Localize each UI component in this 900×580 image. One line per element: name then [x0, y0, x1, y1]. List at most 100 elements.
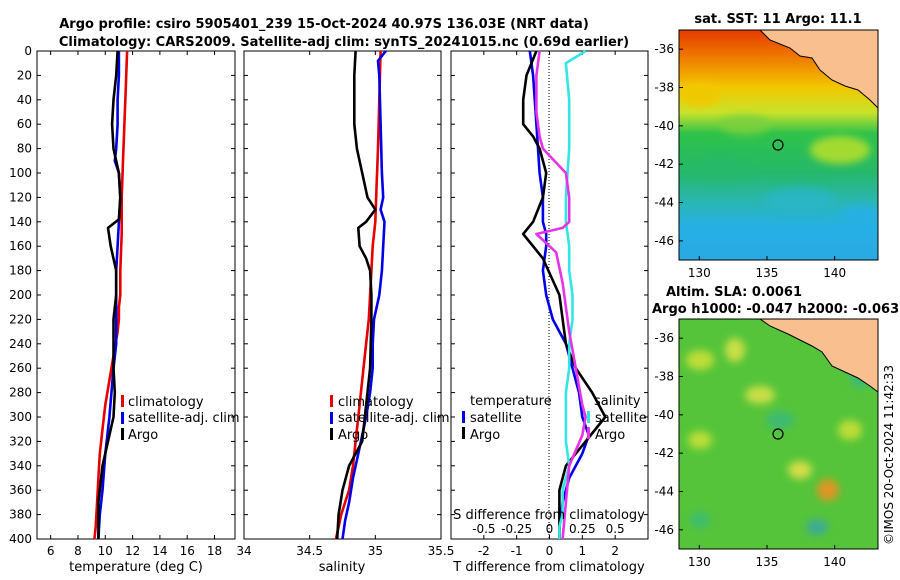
series-line-argo: [97, 50, 122, 539]
difference-legend: temperature satellite Argo salinity sate…: [462, 394, 647, 443]
y-tick-label: 220: [9, 312, 32, 326]
series-line-s-argo: [535, 50, 587, 540]
map-y-tick-label: -42: [654, 446, 674, 460]
x-tick-label: 14: [152, 544, 167, 558]
y-tick-label: 360: [9, 483, 32, 497]
x-tick-label: 10: [98, 544, 113, 558]
salinity-panel: 34 34.5 35 35.5 salinity climatology satell…: [236, 50, 455, 575]
title-line-1: Argo profile: csiro 5905401_239 15-Oct-2…: [59, 17, 589, 32]
y-tick-label: 320: [9, 434, 32, 448]
map-x-tick-label: 130: [688, 555, 711, 569]
legend-s-satellite-label: satellite: [595, 411, 647, 426]
map-x-tick-label: 130: [688, 266, 711, 280]
sla-argo-position-marker: [772, 428, 784, 440]
y-tick-label: 80: [17, 142, 32, 156]
series-line-satellite-adj-clim: [341, 50, 387, 540]
x-tick-label: 34.5: [296, 544, 323, 558]
map-y-tick-label: -38: [654, 81, 674, 95]
series-line-argo: [335, 50, 377, 540]
y-tick-label: 200: [9, 288, 32, 302]
series-line-climatology: [93, 50, 129, 540]
map-x-tick-label: 140: [823, 266, 846, 280]
x-tick-label: 0: [546, 544, 554, 558]
legend-argo-swatch: [330, 428, 333, 440]
sla-coastline: [759, 319, 878, 393]
legend-t-argo-label: Argo: [470, 428, 500, 443]
legend-satellite-swatch: [121, 412, 124, 424]
salinity-legend: climatology satellite-adj. clim Argo: [330, 395, 450, 443]
map-y-tick-label: -46: [654, 234, 674, 248]
legend-temperature-title: temperature: [470, 394, 552, 409]
sst-map-title: sat. SST: 11 Argo: 11.1: [694, 12, 861, 27]
x-tick-label: 35: [368, 544, 383, 558]
y-tick-label: 180: [9, 264, 32, 278]
series-line-s-satellite: [558, 49, 587, 539]
s-tick-label: -0.5: [472, 522, 495, 536]
legend-argo-swatch: [121, 428, 124, 440]
map-y-tick-label: -40: [654, 408, 674, 422]
x-tick-label: 6: [47, 544, 55, 558]
x-tick-label: 1: [579, 544, 587, 558]
sst-coastline: [759, 30, 878, 109]
imos-watermark: ©IMOS 20-Oct-2024 11:42:33: [882, 365, 896, 545]
map-y-tick-label: -44: [654, 196, 674, 210]
difference-panel: -2 -1 0 1 2 -0.5 -0.25 0 0.25 0.5 T difference fr…: [450, 49, 649, 575]
y-tick-label: 140: [9, 215, 32, 229]
legend-climatology-label: climatology: [338, 395, 414, 410]
x-tick-label: 2: [611, 544, 619, 558]
x-tick-label: 35.5: [428, 544, 455, 558]
y-tick-label: 340: [9, 459, 32, 473]
legend-climatology-swatch: [330, 395, 333, 407]
map-y-tick-label: -40: [654, 119, 674, 133]
map-y-tick-label: -42: [654, 157, 674, 171]
y-tick-label: 0: [24, 44, 32, 58]
y-tick-label: 260: [9, 361, 32, 375]
legend-satellite-label: satellite-adj. clim: [338, 411, 450, 426]
series-line-climatology: [334, 50, 382, 540]
sst-map-panel: sat. SST: 11 Argo: 11.1 130 135 140 -36 -38 -…: [654, 12, 879, 280]
legend-climatology-label: climatology: [128, 395, 204, 410]
series-line-t-satellite: [528, 50, 591, 539]
s-difference-label: S difference from climatology: [453, 508, 645, 523]
y-tick-label: 100: [9, 166, 32, 180]
t-difference-xlabel: T difference from climatology: [452, 560, 645, 575]
legend-t-satellite-swatch: [462, 411, 465, 423]
sla-map-frame: [678, 318, 879, 550]
x-tick-label: -1: [511, 544, 523, 558]
y-tick-label: 240: [9, 337, 32, 351]
salinity-xlabel: salinity: [319, 560, 366, 575]
s-tick-label: 0.25: [569, 522, 596, 536]
legend-s-argo-label: Argo: [595, 428, 625, 443]
map-y-tick-label: -46: [654, 523, 674, 537]
legend-argo-label: Argo: [128, 428, 158, 443]
y-tick-label: 400: [9, 532, 32, 546]
legend-t-satellite-label: satellite: [470, 411, 522, 426]
y-tick-label: 160: [9, 239, 32, 253]
x-tick-label: 16: [180, 544, 195, 558]
s-tick-label: 0: [546, 522, 554, 536]
y-tick-label: 60: [17, 117, 32, 131]
map-y-tick-label: -36: [654, 331, 674, 345]
title-line-2: Climatology: CARS2009. Satellite-adj cli…: [59, 35, 629, 50]
x-tick-label: -2: [478, 544, 490, 558]
sst-argo-position-marker: [772, 139, 784, 151]
y-tick-label: 20: [17, 68, 32, 82]
legend-t-argo-swatch: [462, 427, 465, 439]
salinity-plot-frame: [243, 50, 442, 540]
map-x-tick-label: 135: [756, 266, 779, 280]
legend-satellite-swatch: [330, 412, 333, 424]
y-tick-label: 380: [9, 508, 32, 522]
sla-map-panel: Altim. SLA: 0.0061 Argo h1000: -0.047 h2…: [652, 285, 899, 569]
temperature-legend: climatology satellite-adj. clim Argo: [121, 395, 240, 443]
temperature-xlabel: temperature (deg C): [69, 560, 203, 575]
legend-salinity-title: salinity: [594, 394, 641, 409]
sla-map-title: Altim. SLA: 0.0061: [666, 285, 802, 300]
sst-map-frame: [678, 29, 879, 261]
x-tick-label: 34: [236, 544, 251, 558]
legend-climatology-swatch: [121, 395, 124, 407]
temperature-panel: 0 20 40 60 80 100 120 140 160 180 200 220 240 260 280 3…: [9, 44, 240, 575]
map-y-tick-label: -38: [654, 370, 674, 384]
sla-map-subtitle: Argo h1000: -0.047 h2000: -0.063: [652, 302, 899, 317]
y-tick-label: 300: [9, 410, 32, 424]
